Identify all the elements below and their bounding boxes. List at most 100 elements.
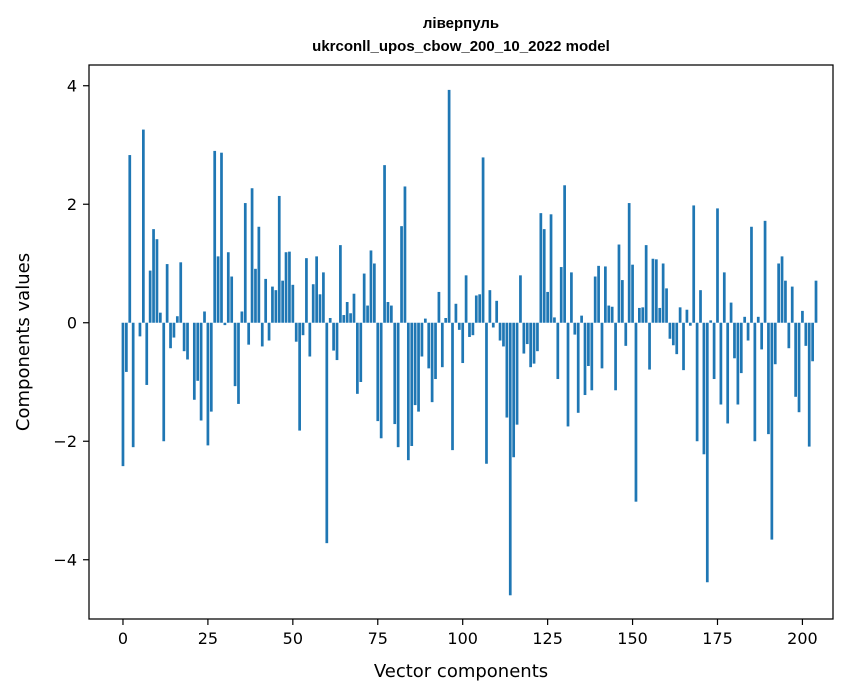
bar xyxy=(169,322,172,349)
bar xyxy=(356,322,359,394)
bar xyxy=(291,284,295,323)
bar xyxy=(406,322,410,461)
bar xyxy=(247,322,251,345)
bar xyxy=(345,302,349,323)
bar xyxy=(743,316,747,323)
bar xyxy=(233,322,237,387)
bar xyxy=(308,322,312,357)
bar xyxy=(590,322,594,391)
x-axis-ticks: 0 25 50 75 100 125 150 175 200 xyxy=(118,619,818,648)
bar xyxy=(342,315,346,323)
bar xyxy=(767,322,770,435)
bar xyxy=(417,322,420,412)
bar xyxy=(604,266,607,323)
bar xyxy=(722,272,726,323)
y-axis-ticks: −4 −2 0 2 4 xyxy=(53,77,89,570)
bar xyxy=(179,262,183,323)
bar xyxy=(542,229,546,323)
bar xyxy=(512,322,516,458)
bar xyxy=(209,322,213,412)
bar xyxy=(525,322,529,345)
bar xyxy=(376,322,380,422)
bar xyxy=(750,226,753,323)
bar xyxy=(671,322,675,346)
bar xyxy=(685,309,689,323)
bar xyxy=(444,318,448,323)
bar xyxy=(264,278,268,323)
x-tick-label: 200 xyxy=(787,629,818,648)
bar xyxy=(760,322,764,350)
bar xyxy=(658,307,662,323)
bar xyxy=(811,322,814,362)
bar xyxy=(383,165,386,323)
x-tick-label: 125 xyxy=(532,629,563,648)
bar xyxy=(648,322,651,370)
bar xyxy=(580,315,583,323)
bar xyxy=(237,322,240,404)
bar xyxy=(519,275,522,323)
bar xyxy=(305,258,308,323)
y-tick-label: 4 xyxy=(67,77,77,96)
bar xyxy=(281,280,284,323)
bar xyxy=(773,322,777,365)
bar xyxy=(688,322,692,326)
bar xyxy=(175,316,179,323)
bar xyxy=(576,322,580,413)
bar xyxy=(536,322,539,352)
bar xyxy=(461,322,465,364)
bar xyxy=(328,318,332,323)
bar xyxy=(301,322,305,336)
bar xyxy=(627,203,631,323)
bar xyxy=(709,320,713,323)
bar xyxy=(559,267,563,323)
bar xyxy=(437,291,441,323)
bar xyxy=(529,322,532,368)
bar xyxy=(420,322,424,357)
bar xyxy=(162,322,166,442)
bar xyxy=(474,295,478,323)
bar xyxy=(695,322,699,442)
y-tick-label: 0 xyxy=(67,314,77,333)
bar xyxy=(352,293,356,323)
bar xyxy=(359,322,363,382)
bar xyxy=(148,270,152,323)
bar xyxy=(539,213,543,323)
bar xyxy=(570,272,573,323)
bar xyxy=(362,273,366,323)
bar xyxy=(216,256,220,323)
bar xyxy=(298,322,301,431)
bar xyxy=(770,322,774,540)
bar xyxy=(294,322,298,342)
bar xyxy=(430,322,434,403)
bar xyxy=(335,322,339,361)
bar xyxy=(794,322,797,397)
bar xyxy=(339,245,342,323)
bar xyxy=(733,322,736,359)
bar xyxy=(478,294,482,323)
bar xyxy=(393,322,397,425)
bar xyxy=(668,322,672,339)
bar xyxy=(532,322,536,364)
bar xyxy=(705,322,709,583)
bar xyxy=(614,322,617,391)
bar xyxy=(587,322,590,366)
bar xyxy=(403,186,407,323)
bar xyxy=(736,322,740,405)
y-axis-label: Components values xyxy=(13,253,34,431)
bar xyxy=(213,150,217,323)
bar xyxy=(631,264,634,323)
bar xyxy=(260,322,264,347)
bar xyxy=(488,290,492,323)
plot-frame xyxy=(88,64,834,620)
bar xyxy=(423,318,427,323)
bar xyxy=(617,244,621,323)
bar xyxy=(651,258,655,323)
bar xyxy=(434,322,437,380)
bar xyxy=(226,252,230,323)
bar xyxy=(726,322,730,424)
bar xyxy=(485,322,488,464)
bar xyxy=(400,226,403,323)
bar xyxy=(220,152,223,323)
bar xyxy=(644,245,648,323)
bar xyxy=(801,310,804,323)
